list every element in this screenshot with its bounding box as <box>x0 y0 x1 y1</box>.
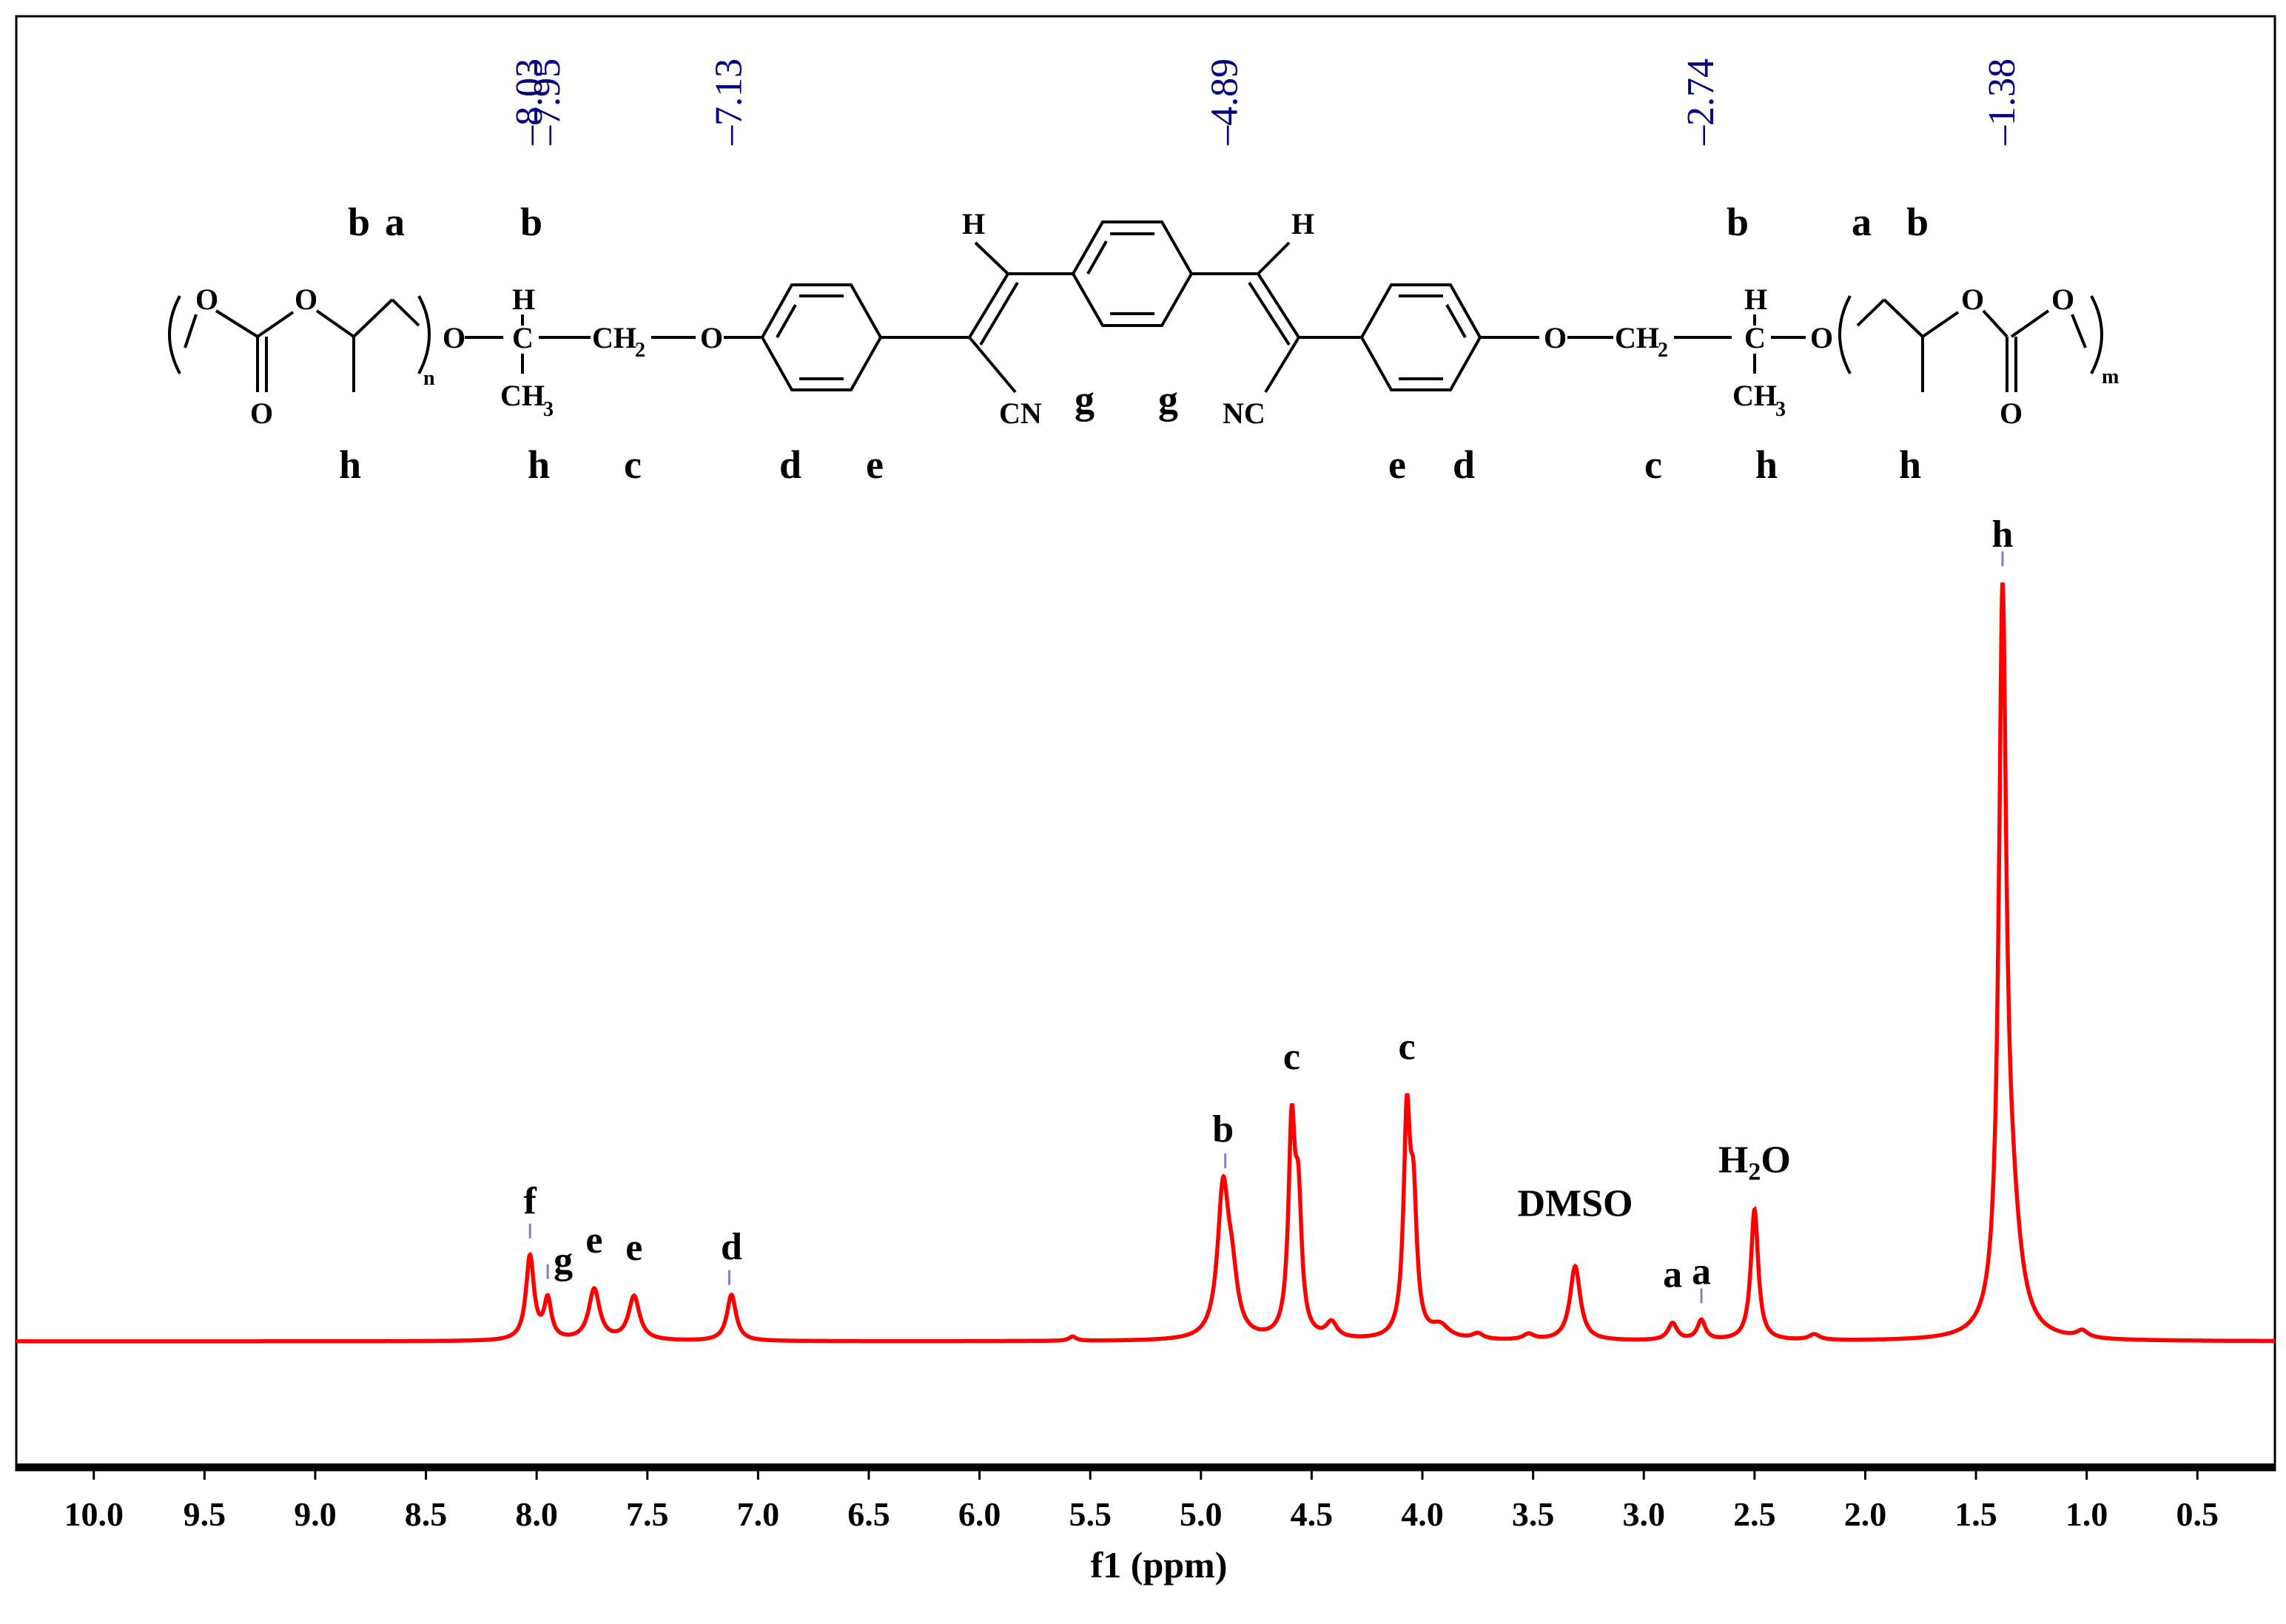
svg-text:NC: NC <box>1223 397 1265 430</box>
peak-label: H2O <box>1718 1139 1791 1186</box>
x-tick-label: 8.5 <box>405 1495 448 1533</box>
svg-text:3: 3 <box>1775 398 1786 421</box>
chemical-shift-label: –4.89 <box>1204 58 1246 146</box>
x-axis-title: f1 (ppm) <box>1091 1544 1228 1586</box>
struct-letter-g: g <box>1158 377 1178 422</box>
svg-text:H: H <box>1744 283 1767 316</box>
svg-text:2: 2 <box>635 339 645 362</box>
struct-letter-b: b <box>1906 200 1929 244</box>
chemical-shift-labels: –8.03–7.95 –7.13 –4.89 –2.74 –1.38 <box>508 58 2023 1304</box>
peak-label: d <box>721 1226 742 1268</box>
x-tick-label: 8.0 <box>515 1495 558 1533</box>
x-tick-label: 3.5 <box>1512 1495 1555 1533</box>
struct-letter-h: h <box>1899 442 1921 487</box>
x-tick-label: 6.0 <box>958 1495 1001 1533</box>
svg-text:O: O <box>2051 283 2074 316</box>
peak-label: DMSO <box>1517 1182 1633 1224</box>
struct-letter-e: e <box>866 442 884 487</box>
peak-label: e <box>625 1227 642 1269</box>
peak-label: b <box>1212 1108 1234 1150</box>
peak-label: e <box>585 1219 602 1261</box>
chemical-shift-label: –7.13 <box>707 58 750 146</box>
svg-text:CH: CH <box>500 379 545 412</box>
x-axis-ticks: 10.0 9.5 9.0 8.5 8.0 7.5 7.0 6.5 6.0 5.5 5.0 4.5 4.0… <box>64 1469 2219 1533</box>
chemical-shift-label: –7.95 <box>526 58 568 146</box>
svg-text:m: m <box>2102 365 2119 388</box>
chemical-structure: b a b b a b h h c d e e d c h h g g O O … <box>168 200 2119 487</box>
svg-text:H: H <box>512 283 535 316</box>
svg-text:2: 2 <box>1658 339 1668 362</box>
struct-letter-h: h <box>1755 442 1778 487</box>
x-tick-label: 7.0 <box>737 1495 780 1533</box>
x-tick-label: 2.0 <box>1844 1495 1887 1533</box>
x-tick-label: 4.0 <box>1401 1495 1444 1533</box>
svg-text:O: O <box>1810 321 1833 354</box>
struct-letter-c: c <box>1644 442 1662 487</box>
x-tick-label: 5.5 <box>1069 1495 1112 1533</box>
struct-letter-b: b <box>1727 200 1749 244</box>
peak-label: h <box>1992 513 2014 556</box>
x-tick-label: 1.5 <box>1954 1495 1997 1533</box>
svg-text:O: O <box>1961 283 1984 316</box>
svg-text:O: O <box>2000 397 2023 430</box>
svg-text:n: n <box>423 367 435 390</box>
svg-text:C: C <box>512 321 534 354</box>
peak-label: a <box>1692 1250 1711 1293</box>
struct-letter-g: g <box>1075 377 1095 422</box>
svg-text:C: C <box>1744 321 1766 354</box>
svg-text:O: O <box>250 397 273 430</box>
struct-letter-a: a <box>385 200 405 244</box>
chemical-shift-label: –1.38 <box>1981 58 2023 146</box>
svg-text:O: O <box>443 321 465 354</box>
peak-label: f <box>524 1180 537 1222</box>
chemical-shift-label: –2.74 <box>1680 58 1722 146</box>
chemical-shift-label: –8.03 <box>508 58 551 146</box>
svg-text:O: O <box>1544 321 1567 354</box>
peak-label: c <box>1283 1036 1300 1078</box>
struct-letter-h: h <box>528 442 550 487</box>
x-tick-label: 7.5 <box>626 1495 669 1533</box>
peak-label: c <box>1399 1026 1416 1068</box>
svg-text:CH: CH <box>592 321 636 354</box>
x-tick-label: 2.5 <box>1733 1495 1776 1533</box>
x-tick-label: 6.5 <box>847 1495 890 1533</box>
struct-letter-b: b <box>348 200 370 244</box>
x-tick-label: 10.0 <box>64 1495 124 1533</box>
svg-text:3: 3 <box>543 398 554 421</box>
struct-letter-h: h <box>339 442 361 487</box>
struct-letter-a: a <box>1852 200 1872 244</box>
svg-text:O: O <box>700 321 723 354</box>
svg-text:H: H <box>962 207 985 240</box>
x-tick-label: 0.5 <box>2176 1495 2219 1533</box>
x-tick-label: 9.5 <box>184 1495 226 1533</box>
svg-text:H: H <box>1291 207 1314 240</box>
svg-text:CN: CN <box>999 397 1042 430</box>
struct-letter-b: b <box>520 200 542 244</box>
svg-text:CH: CH <box>1732 379 1777 412</box>
struct-letter-d: d <box>1453 442 1475 487</box>
x-tick-label: 9.0 <box>294 1495 337 1533</box>
struct-letter-c: c <box>624 442 642 487</box>
peak-label: a <box>1663 1254 1682 1296</box>
x-tick-label: 5.0 <box>1180 1495 1223 1533</box>
svg-text:CH: CH <box>1615 321 1659 354</box>
spectrum-line <box>16 582 2275 1344</box>
struct-letter-e: e <box>1388 442 1406 487</box>
x-tick-label: 4.5 <box>1291 1495 1334 1533</box>
svg-text:O: O <box>195 283 218 316</box>
struct-letter-d: d <box>779 442 801 487</box>
svg-text:O: O <box>295 283 317 316</box>
plot-frame <box>15 15 2276 1472</box>
x-tick-label: 1.0 <box>2065 1495 2108 1533</box>
peak-label: g <box>554 1239 573 1281</box>
x-tick-label: 3.0 <box>1622 1495 1665 1533</box>
